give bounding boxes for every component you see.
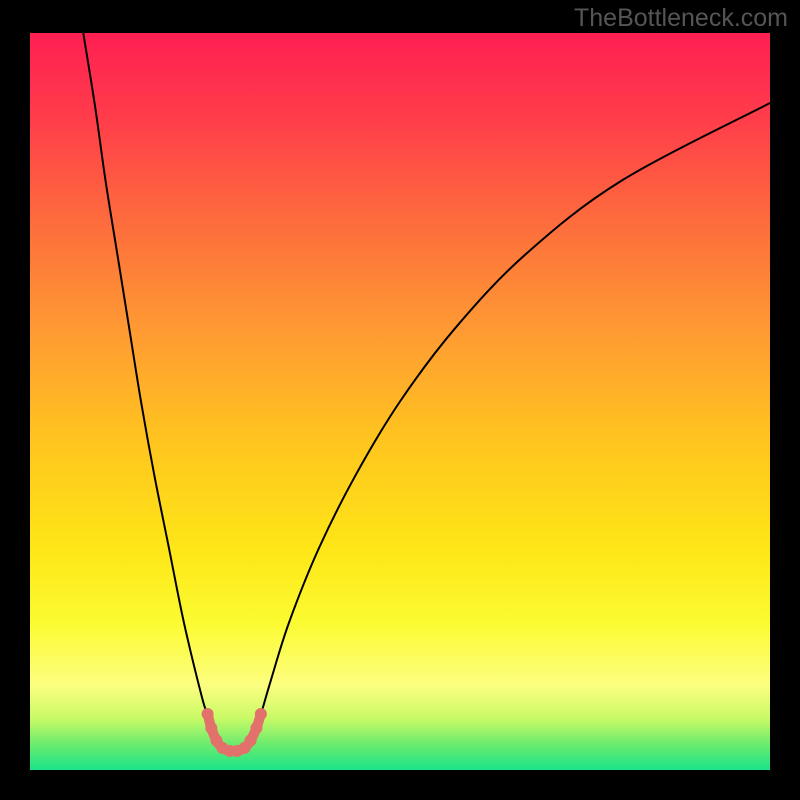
bottom-marker-dot [245, 735, 257, 747]
watermark-text: TheBottleneck.com [574, 4, 788, 33]
bottom-marker-dot [255, 708, 267, 720]
chart-stage: TheBottleneck.com [0, 0, 800, 800]
bottom-marker-dot [205, 722, 217, 734]
bottom-marker-dot [250, 722, 262, 734]
bottom-marker-dot [202, 708, 214, 720]
chart-svg [30, 33, 770, 770]
bottom-marker-dots [202, 708, 267, 757]
curve-right [261, 103, 770, 715]
plot-area [30, 33, 770, 770]
curve-left [83, 33, 207, 715]
